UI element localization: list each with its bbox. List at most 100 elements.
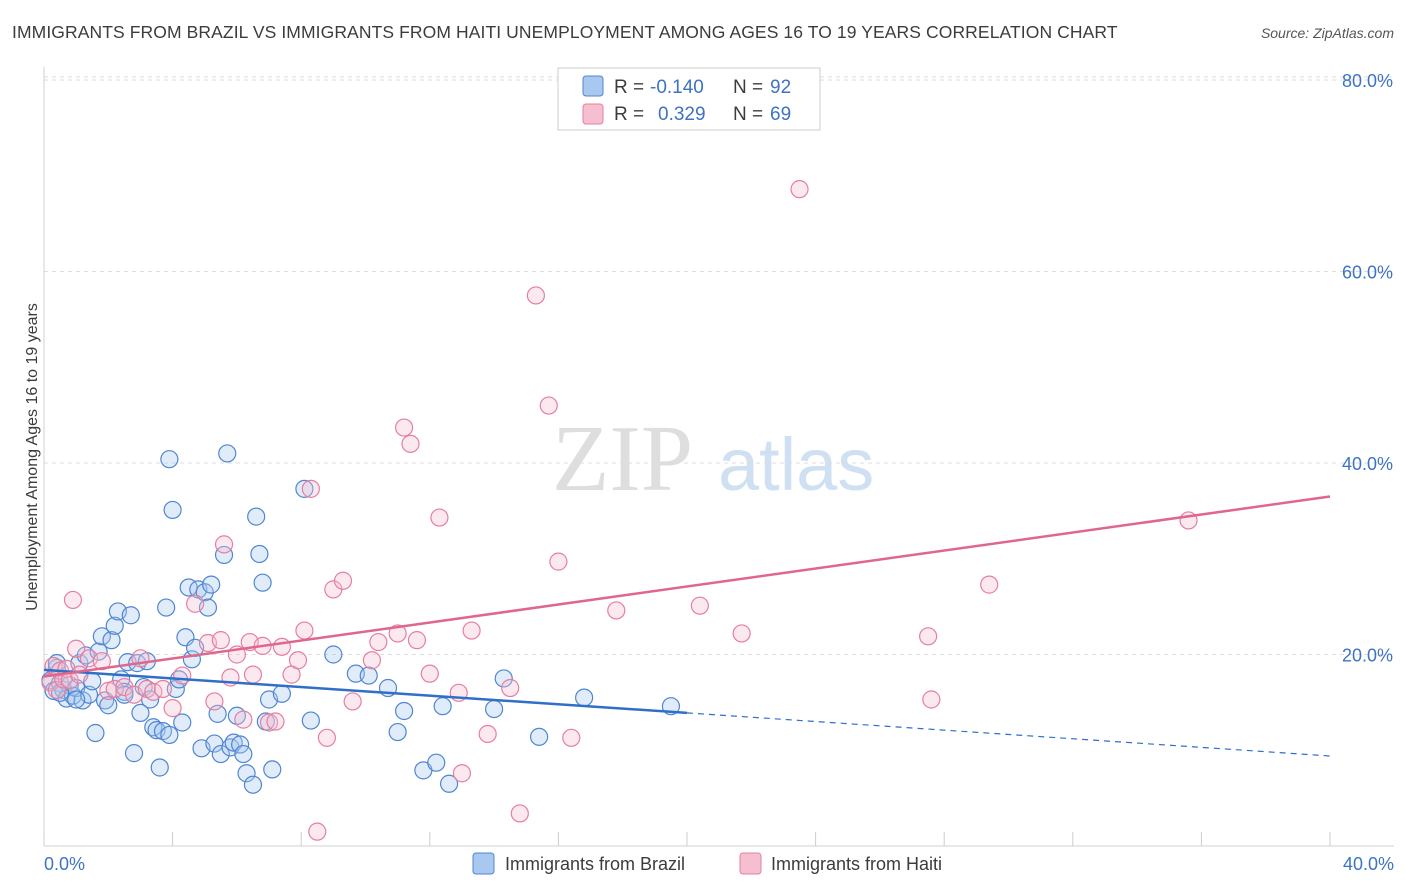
legend-haiti-swatch — [739, 852, 762, 875]
brazil-point — [150, 758, 169, 777]
x-tick-label-max: 40.0% — [1343, 854, 1394, 874]
legend-top-haiti-swatch — [582, 103, 604, 125]
haiti-point — [539, 396, 558, 415]
haiti-point — [919, 627, 938, 646]
brazil-point — [202, 575, 221, 594]
brazil-point — [160, 450, 179, 469]
brazil-point — [86, 723, 105, 743]
brazil-point — [105, 616, 124, 635]
haiti-point — [980, 575, 999, 594]
legend-brazil-label: Immigrants from Brazil — [505, 854, 685, 874]
brazil-point — [530, 727, 549, 746]
y-tick-label: 20.0% — [1342, 646, 1393, 666]
trend-lines — [43, 495, 1331, 757]
haiti-point — [205, 692, 224, 711]
y-tick-label: 60.0% — [1342, 263, 1393, 283]
brazil-point — [67, 690, 86, 709]
brazil-point — [121, 606, 140, 625]
haiti-point — [549, 552, 568, 571]
watermark-zip: ZIP — [552, 407, 693, 511]
haiti-point — [70, 665, 89, 684]
watermark-atlas: atlas — [718, 423, 874, 506]
haiti-point — [153, 679, 173, 699]
axes — [43, 67, 1394, 847]
brazil-point — [575, 688, 594, 707]
haiti-point — [272, 637, 292, 656]
brazil-point — [92, 627, 111, 646]
haiti-point — [420, 664, 439, 683]
haiti-point — [163, 699, 182, 718]
y-tick-label: 80.0% — [1342, 71, 1393, 91]
brazil-point — [295, 479, 314, 498]
legend-brazil-swatch — [472, 852, 495, 875]
haiti-point — [266, 712, 285, 731]
haiti-point — [690, 596, 709, 615]
brazil-point — [272, 684, 292, 703]
haiti-point — [394, 418, 414, 437]
brazil-point — [433, 697, 452, 716]
haiti-point — [526, 286, 545, 305]
brazil-point — [231, 735, 250, 754]
brazil-point — [173, 713, 192, 732]
gridlines — [44, 76, 1394, 655]
haiti-point — [362, 651, 382, 670]
x-tick-labels: 0.0% 40.0% — [44, 854, 1394, 874]
haiti-point — [452, 764, 472, 783]
brazil-point — [160, 725, 179, 745]
brazil-point — [388, 722, 407, 742]
haiti-trend-line — [43, 495, 1331, 678]
chart-title: IMMIGRANTS FROM BRAZIL VS IMMIGRANTS FRO… — [12, 22, 1118, 42]
haiti-point — [115, 677, 134, 697]
brazil-point — [359, 666, 378, 685]
brazil-point — [485, 699, 504, 719]
haiti-point — [288, 651, 308, 670]
brazil-point — [250, 544, 269, 564]
haiti-point — [388, 624, 407, 643]
brazil-point — [324, 645, 343, 664]
legend-top-brazil-r-value: -0.140 — [650, 77, 704, 98]
brazil-points — [41, 444, 681, 794]
haiti-point — [343, 692, 362, 711]
brazil-point — [247, 507, 266, 526]
brazil-point — [99, 696, 118, 715]
haiti-point — [92, 652, 111, 671]
haiti-point — [295, 621, 314, 640]
legend-bottom: Immigrants from Brazil Immigrants from H… — [472, 852, 942, 875]
brazil-point — [234, 744, 253, 764]
haiti-point — [211, 631, 230, 650]
haiti-point — [301, 479, 320, 498]
haiti-point — [430, 508, 449, 527]
brazil-point — [211, 744, 230, 764]
legend-top-brazil-n-value: 92 — [770, 77, 791, 98]
haiti-point — [234, 710, 253, 729]
x-tick-label-min: 0.0% — [44, 854, 85, 874]
brazil-point — [243, 775, 263, 794]
haiti-point — [214, 535, 234, 554]
haiti-point — [259, 713, 279, 732]
brazil-point — [494, 669, 513, 688]
legend-top-haiti-r-label: R = — [614, 104, 644, 125]
brazil-point — [237, 764, 256, 783]
legend-haiti-label: Immigrants from Haiti — [771, 854, 942, 874]
brazil-point — [157, 598, 176, 617]
haiti-point — [501, 678, 520, 698]
haiti-point — [333, 571, 353, 590]
watermark: ZIP atlas — [552, 407, 874, 511]
haiti-point — [562, 728, 581, 747]
brazil-point — [301, 711, 320, 730]
brazil-point — [427, 753, 446, 772]
haiti-point — [732, 624, 751, 643]
haiti-point — [67, 639, 86, 658]
haiti-point — [369, 632, 388, 652]
brazil-trend-line — [43, 668, 688, 715]
brazil-point — [144, 718, 163, 737]
legend-top-brazil-r-label: R = — [614, 77, 644, 98]
haiti-point — [922, 690, 941, 709]
brazil-trend-line-extension — [686, 712, 1331, 757]
haiti-point — [607, 601, 626, 620]
y-tick-label: 40.0% — [1342, 454, 1393, 474]
brazil-point — [131, 703, 150, 723]
haiti-point — [462, 621, 481, 640]
brazil-point — [439, 774, 459, 793]
brazil-point — [218, 444, 237, 463]
